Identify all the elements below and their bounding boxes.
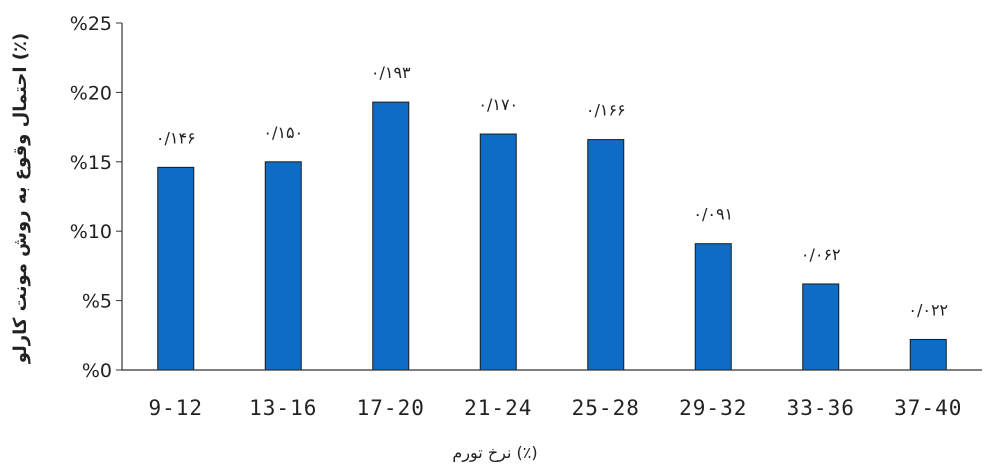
- bar-data-label: ۰/۰۲۲: [908, 300, 948, 319]
- x-tick-label: 13-16: [249, 396, 317, 420]
- x-axis-ticks: 9-12 13-16 17-20 21-24 25-28 29-32 33-36 37-40: [148, 396, 962, 420]
- y-axis-label: احتمال وقوع به روش مونت کارلو (٪): [10, 33, 31, 364]
- y-axis-ticks: %0 %5 %10 %15 %20 %25: [70, 13, 122, 382]
- bar-data-label: ۰/۱۹۳: [371, 63, 411, 82]
- bar: [264, 161, 302, 371]
- x-tick-label: 17-20: [357, 396, 425, 420]
- y-tick-label: %20: [70, 82, 112, 104]
- y-tick-label: %0: [82, 360, 112, 382]
- bar-data-label: ۰/۱۵۰: [263, 123, 303, 142]
- y-tick-label: %25: [70, 13, 112, 35]
- x-tick-label: 25-28: [572, 396, 640, 420]
- bar: [694, 243, 732, 371]
- bar: [157, 166, 195, 371]
- bar: [909, 338, 947, 371]
- bar-data-label: ۰/۱۷۰: [478, 95, 518, 114]
- y-tick-label: %10: [70, 221, 112, 243]
- bar-data-label: ۰/۱۶۶: [586, 101, 626, 120]
- x-tick-label: 33-36: [787, 396, 855, 420]
- x-axis-label: نرخ تورم (٪): [452, 443, 537, 463]
- x-tick-label: 21-24: [464, 396, 532, 420]
- x-tick-label: 37-40: [894, 396, 962, 420]
- x-tick-label: 9-12: [148, 396, 203, 420]
- bar-data-label: ۰/۰۹۱: [693, 205, 733, 224]
- data-labels: ۰/۱۴۶ ۰/۱۵۰ ۰/۱۹۳ ۰/۱۷۰ ۰/۱۶۶ ۰/۰۹۱ ۰/۰۶۲ ۰/۰۲۲: [156, 63, 948, 319]
- bar: [802, 283, 840, 371]
- bar: [587, 139, 625, 371]
- bar-data-label: ۰/۱۴۶: [156, 128, 196, 147]
- x-tick-label: 29-32: [679, 396, 747, 420]
- bar: [372, 101, 410, 371]
- y-tick-label: %5: [82, 291, 112, 313]
- bar-data-label: ۰/۰۶۲: [801, 245, 841, 264]
- bars: [157, 101, 947, 371]
- y-tick-label: %15: [70, 152, 112, 174]
- bar: [479, 133, 517, 371]
